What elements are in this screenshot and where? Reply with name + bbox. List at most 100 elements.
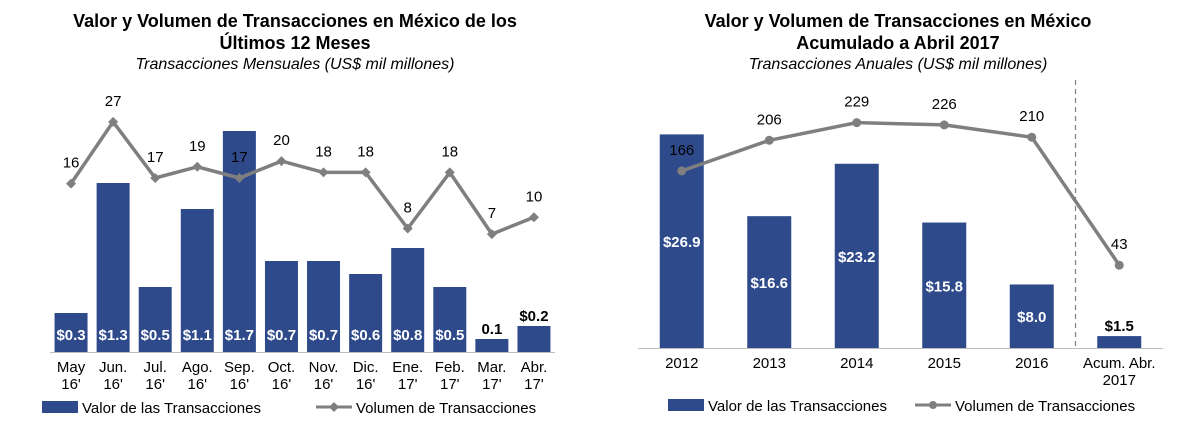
bar-value-label: $0.7	[267, 327, 296, 344]
volume-marker	[486, 229, 497, 240]
right-chart-plot: 166 206 229 226 210 43 $26.9 $16.6 $23.2 $15.8 $8.…	[638, 80, 1163, 415]
volume-line	[69, 120, 535, 236]
volume-label: 19	[189, 138, 206, 155]
x-tick-label: Jul.	[144, 359, 167, 376]
legend-bar-label: Valor de las Transacciones	[82, 400, 261, 417]
volume-label: 17	[147, 149, 164, 166]
x-tick-label: 17'	[524, 376, 544, 393]
bar	[391, 248, 425, 352]
left-chart-plot: 16 27 17 19 17 20 18 18 8 18 7 10 $0.3 $1.3 $0.5 $1.1 $1…	[42, 93, 555, 417]
volume-marker	[108, 116, 119, 127]
volume-marker	[276, 156, 287, 167]
bar	[264, 261, 298, 352]
volume-label: 229	[844, 94, 869, 111]
x-tick-label: 2016	[1015, 355, 1048, 372]
x-tick-label: Ago.	[182, 359, 213, 376]
volume-label: 16	[63, 155, 80, 172]
volume-label: 166	[669, 142, 694, 159]
bar-value-label: $15.8	[925, 278, 963, 295]
x-tick-label: Feb.	[435, 359, 465, 376]
x-tick-label: 16'	[356, 376, 376, 393]
right-chart-title-line2: Acumulado a Abril 2017	[796, 33, 1000, 53]
legend-line-label: Volumen de Transacciones	[356, 400, 536, 417]
bar-value-label: $1.5	[1105, 318, 1134, 335]
bar	[54, 313, 88, 352]
x-tick-label: 16'	[61, 376, 81, 393]
x-tick-label: 17'	[398, 376, 418, 393]
volume-label: 27	[105, 93, 122, 110]
left-chart-title-line2: Últimos 12 Meses	[219, 33, 371, 53]
bar	[922, 222, 967, 348]
x-tick-label: Abr.	[521, 359, 548, 376]
right-chart-subtitle: Transacciones Anuales (US$ mil millones)	[748, 56, 1048, 73]
x-tick-label: 2014	[840, 355, 873, 372]
x-tick-label: Acum. Abr.	[1083, 355, 1156, 372]
x-tick-label: May	[57, 359, 86, 376]
bar-value-label: 0.1	[481, 321, 502, 338]
volume-marker	[318, 167, 329, 178]
x-tick-label: 16'	[230, 376, 250, 393]
bar	[307, 261, 341, 352]
legend-bar-label: Valor de las Transacciones	[708, 398, 887, 415]
x-tick-label: 16'	[145, 376, 165, 393]
x-tick-label: 2012	[665, 355, 698, 372]
volume-label: 7	[488, 205, 496, 222]
bar-value-label: $1.3	[99, 327, 128, 344]
volume-marker	[360, 167, 371, 178]
volume-label: 18	[315, 143, 332, 160]
bar	[1009, 284, 1054, 348]
bar	[138, 287, 172, 352]
x-tick-label: 16'	[103, 376, 123, 393]
x-tick-label: 2015	[928, 355, 961, 372]
x-tick-label: 16'	[272, 376, 292, 393]
left-chart-title-line1: Valor y Volumen de Transacciones en Méxi…	[73, 11, 517, 31]
legend-line-label: Volumen de Transacciones	[955, 398, 1135, 415]
volume-label: 18	[441, 143, 458, 160]
bar-value-label: $0.8	[393, 327, 422, 344]
x-tick-label: Oct.	[268, 359, 296, 376]
bar-value-label: $8.0	[1017, 309, 1046, 326]
volume-marker	[234, 172, 245, 183]
x-tick-label: Dic.	[353, 359, 379, 376]
bar-value-label: $1.1	[183, 327, 212, 344]
volume-label: 10	[526, 188, 543, 205]
x-tick-label: 16'	[188, 376, 208, 393]
bar	[349, 274, 383, 352]
bar-value-label: $26.9	[663, 234, 701, 251]
bar	[433, 287, 467, 352]
bar-value-label: $16.6	[750, 275, 788, 292]
x-tick-label: Ene.	[392, 359, 423, 376]
right-chart: Valor y Volumen de Transacciones en Méxi…	[610, 0, 1186, 435]
bar	[96, 183, 130, 352]
volume-marker	[528, 212, 539, 223]
bar	[222, 131, 256, 352]
volume-label: 17	[231, 149, 248, 166]
x-tick-label: Nov.	[309, 359, 339, 376]
x-tick-label: 16'	[314, 376, 334, 393]
x-tick-label: 17'	[440, 376, 460, 393]
bar	[475, 339, 509, 352]
legend-line-marker	[329, 402, 339, 412]
legend-bar-swatch	[668, 399, 704, 411]
left-chart: Valor y Volumen de Transacciones en Méxi…	[0, 0, 590, 435]
volume-marker	[66, 178, 77, 189]
volume-marker	[677, 166, 687, 176]
x-tick-label: 2013	[753, 355, 786, 372]
volume-label: 210	[1019, 108, 1044, 125]
volume-line	[681, 120, 1121, 267]
bar-value-label: $0.2	[519, 308, 548, 325]
legend-line-marker	[929, 401, 937, 409]
volume-label: 8	[404, 200, 412, 217]
x-tick-label: 2017	[1103, 372, 1136, 389]
bar-value-label: $0.5	[435, 327, 464, 344]
volume-marker	[939, 120, 949, 130]
volume-marker	[402, 223, 413, 234]
volume-marker	[1027, 132, 1037, 142]
volume-marker	[852, 118, 862, 128]
bar-value-label: $0.7	[309, 327, 338, 344]
x-tick-label: Sep.	[224, 359, 255, 376]
volume-marker	[150, 172, 161, 183]
x-tick-label: 17'	[482, 376, 502, 393]
bar	[180, 209, 214, 352]
bar-value-label: $0.5	[141, 327, 170, 344]
